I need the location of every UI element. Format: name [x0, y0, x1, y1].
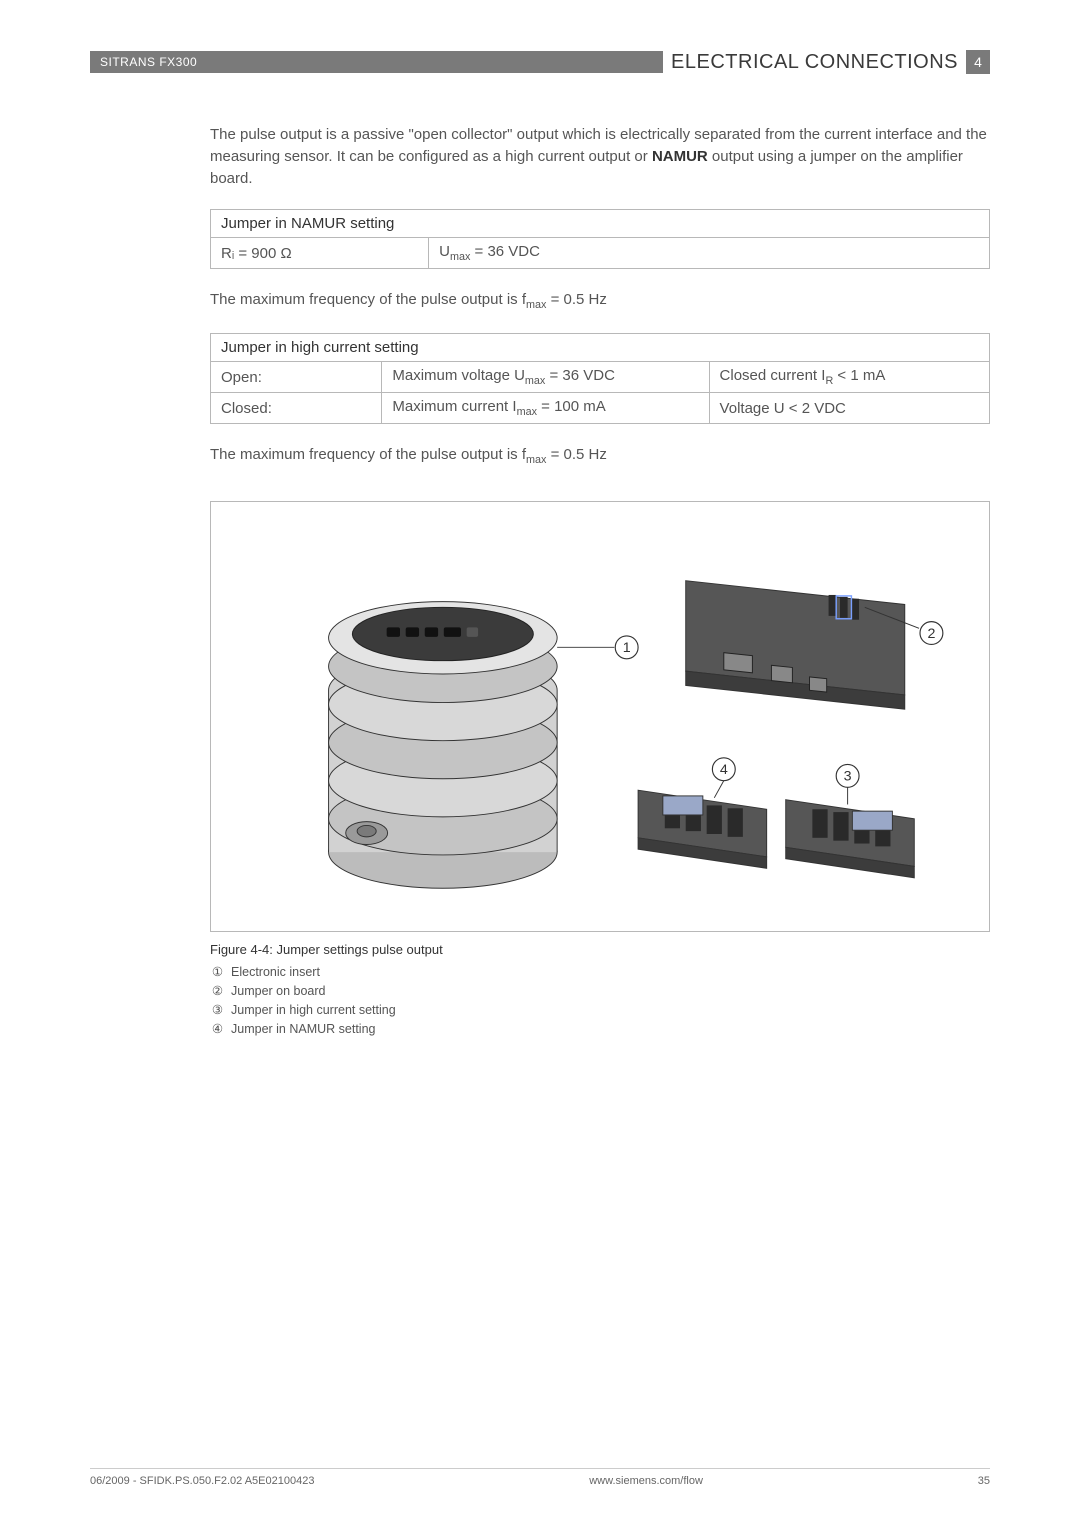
- t2-r1-c3-pre: Closed current I: [720, 367, 826, 384]
- freq-text-1: The maximum frequency of the pulse outpu…: [210, 291, 990, 311]
- legend-item-3: ③Jumper in high current setting: [210, 1001, 990, 1020]
- product-label: SITRANS FX300: [90, 51, 207, 73]
- legend-item-2: ②Jumper on board: [210, 982, 990, 1001]
- figure-legend: ①Electronic insert ②Jumper on board ③Jum…: [210, 963, 990, 1038]
- t2-r2-c2-sub: max: [517, 406, 537, 418]
- t2-r1-c2-sub: max: [525, 375, 545, 387]
- callout-1: 1: [623, 640, 631, 656]
- t2-r2-c3: Voltage U < 2 VDC: [709, 393, 989, 424]
- jumper-namur: [638, 790, 767, 868]
- table1-header: Jumper in NAMUR setting: [211, 210, 990, 238]
- freq2-sub: max: [526, 454, 546, 466]
- footer-right: 35: [978, 1475, 990, 1487]
- freq2-pre: The maximum frequency of the pulse outpu…: [210, 446, 526, 463]
- table1-umax-base: U: [439, 243, 450, 260]
- legend-item-4: ④Jumper in NAMUR setting: [210, 1020, 990, 1039]
- freq2-post: = 0.5 Hz: [546, 446, 606, 463]
- t2-r2-c2: Maximum current Imax = 100 mA: [382, 393, 709, 424]
- t2-r2-c2-post: = 100 mA: [537, 398, 606, 415]
- table2-header: Jumper in high current setting: [211, 334, 990, 362]
- t2-r1-c2: Maximum voltage Umax = 36 VDC: [382, 362, 709, 393]
- table1-umax-val: = 36 VDC: [470, 243, 540, 260]
- high-current-table: Jumper in high current setting Open: Max…: [210, 333, 990, 424]
- legend-text-4: Jumper in NAMUR setting: [231, 1022, 376, 1036]
- t2-r2-c2-pre: Maximum current I: [392, 398, 516, 415]
- freq1-pre: The maximum frequency of the pulse outpu…: [210, 291, 526, 308]
- table1-umax: Umax = 36 VDC: [429, 238, 990, 269]
- electronic-insert: [329, 602, 558, 889]
- t2-r1-c2-pre: Maximum voltage U: [392, 367, 525, 384]
- freq1-post: = 0.5 Hz: [546, 291, 606, 308]
- jumper-diagram: 1 2 3 4: [223, 514, 977, 914]
- namur-setting-table: Jumper in NAMUR setting Rᵢ = 900 Ω Umax …: [210, 209, 990, 269]
- legend-text-1: Electronic insert: [231, 965, 320, 979]
- jumper-board: [686, 581, 905, 710]
- freq-text-2: The maximum frequency of the pulse outpu…: [210, 446, 990, 466]
- legend-text-3: Jumper in high current setting: [231, 1003, 396, 1017]
- jumper-high-current: [786, 800, 915, 878]
- intro-namur: NAMUR: [652, 148, 708, 165]
- t2-r1-c3-post: < 1 mA: [833, 367, 885, 384]
- t2-r2-c1: Closed:: [211, 393, 382, 424]
- footer-left: 06/2009 - SFIDK.PS.050.F2.02 A5E02100423: [90, 1475, 314, 1487]
- t2-r1-c3: Closed current IR < 1 mA: [709, 362, 989, 393]
- legend-text-2: Jumper on board: [231, 984, 326, 998]
- section-title: ELECTRICAL CONNECTIONS: [663, 51, 966, 74]
- t2-r1-c1: Open:: [211, 362, 382, 393]
- section-number-badge: 4: [966, 50, 990, 74]
- table1-umax-sub: max: [450, 251, 470, 263]
- callout-2: 2: [927, 626, 935, 642]
- callout-3: 3: [844, 769, 852, 785]
- figure-caption: Figure 4-4: Jumper settings pulse output: [210, 942, 990, 957]
- page-header: SITRANS FX300 ELECTRICAL CONNECTIONS 4: [90, 50, 990, 74]
- figure-box: 1 2 3 4: [210, 501, 990, 932]
- page-footer: 06/2009 - SFIDK.PS.050.F2.02 A5E02100423…: [90, 1468, 990, 1487]
- header-bar: [207, 51, 663, 73]
- legend-item-1: ①Electronic insert: [210, 963, 990, 982]
- table1-ri: Rᵢ = 900 Ω: [211, 238, 429, 269]
- intro-paragraph: The pulse output is a passive "open coll…: [210, 124, 990, 189]
- t2-r1-c2-post: = 36 VDC: [545, 367, 615, 384]
- freq1-sub: max: [526, 299, 546, 311]
- callout-4: 4: [720, 762, 728, 778]
- footer-center: www.siemens.com/flow: [589, 1475, 703, 1487]
